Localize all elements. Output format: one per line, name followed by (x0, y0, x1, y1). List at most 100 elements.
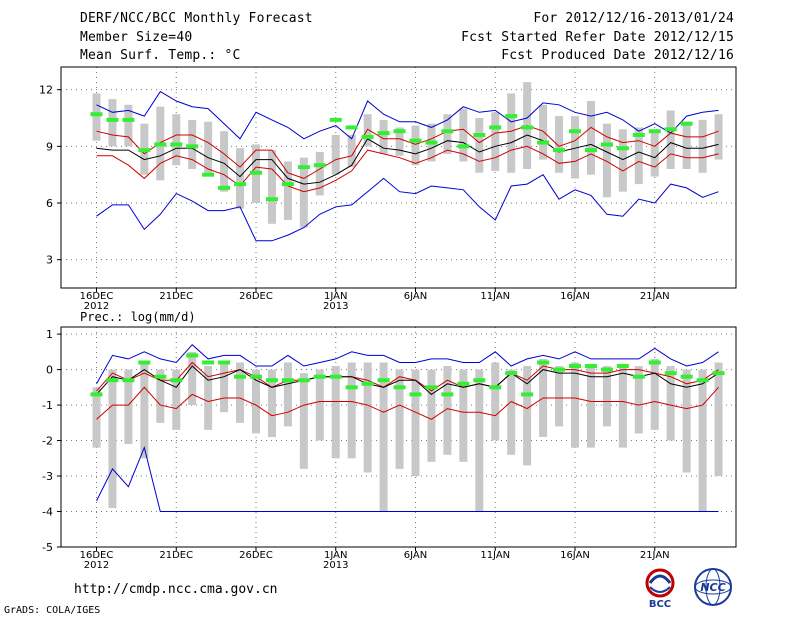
temp-xtick-label: 16JAN (560, 291, 590, 302)
prec-xtick-label: 16DEC (80, 550, 114, 561)
temp-observation-marker (409, 138, 422, 143)
prec-ytick-label: -3 (42, 470, 53, 483)
temp-observation-marker (600, 142, 613, 147)
prec-xtick-label: 1JAN (324, 550, 347, 561)
temp-spread-box (204, 121, 213, 173)
prec-observation-marker (441, 392, 454, 397)
temp-year-label: 2013 (323, 301, 348, 312)
prec-spread-box (634, 366, 643, 434)
temp-spread-box (507, 93, 516, 173)
chart-title: DERF/NCC/BCC Monthly Forecast (80, 11, 313, 26)
prec-observation-marker (250, 374, 262, 379)
prec-observation-marker (329, 374, 342, 379)
temp-spread-box (539, 104, 548, 160)
temp-observation-marker (664, 127, 677, 132)
prec-spread-box (586, 366, 595, 448)
temp-observation-marker (250, 170, 262, 175)
prec-observation-marker (664, 371, 677, 376)
prec-spread-box (602, 366, 611, 427)
prec-spread-box (507, 369, 516, 455)
prec-spread-box (459, 369, 468, 462)
prec-observation-marker (553, 367, 566, 372)
prec-spread-box (140, 362, 149, 459)
temp-plot-frame (60, 66, 737, 289)
prec-spread-box (108, 369, 117, 508)
temp-ytick-label: 6 (46, 197, 53, 210)
prec-spread-box (379, 362, 388, 512)
prec-observation-marker (106, 378, 119, 383)
prec-spread-box (331, 366, 340, 459)
prec-observation-marker (521, 392, 534, 397)
prec-spread-box (395, 369, 404, 469)
temp-observation-marker (441, 129, 454, 134)
bcc-logo: BCC (645, 568, 675, 610)
temp-xtick-label: 11JAN (480, 291, 510, 302)
temp-observation-marker (90, 112, 103, 117)
prec-observation-marker (218, 360, 231, 365)
ncc-logo-text: NCC (700, 581, 725, 594)
temp-observation-marker (521, 125, 534, 130)
temp-observation-marker (473, 133, 486, 137)
forecast-produced-date: Fcst Produced Date 2012/12/16 (501, 48, 734, 63)
temp-xtick-label: 21JAN (640, 291, 670, 302)
temp-observation-marker (170, 142, 183, 147)
prec-spread-box (666, 366, 675, 441)
temp-observation-marker (202, 172, 215, 177)
prec-spread-box (188, 351, 197, 406)
temp-observation-marker (537, 140, 550, 145)
precip-panel-title: Prec.: log(mm/d) (80, 310, 196, 324)
temp-spread-box (682, 121, 691, 169)
member-size: Member Size=40 (80, 30, 193, 45)
prec-spread-box (347, 362, 356, 459)
prec-ytick-label: -4 (42, 506, 53, 519)
prec-observation-marker (632, 374, 645, 379)
temp-observation-marker (281, 182, 294, 187)
temp-spread-box (395, 127, 404, 156)
temp-spread-box (220, 131, 229, 192)
prec-spread-box (267, 369, 276, 437)
temp-observation-marker (648, 129, 661, 134)
temp-observation-marker (106, 117, 119, 122)
temp-observation-marker (361, 134, 374, 139)
prec-xtick-label: 21JAN (640, 550, 670, 561)
prec-spread-box (252, 369, 260, 434)
temp-observation-marker (234, 182, 247, 187)
forecast-period: For 2012/12/16-2013/01/24 (533, 11, 734, 26)
prec-mean-std-line (96, 361, 719, 392)
temp-spread-box (363, 114, 372, 147)
prec-xtick-label: 26DEC (239, 550, 273, 561)
prec-observation-marker (712, 371, 725, 376)
prec-spread-box (491, 362, 500, 441)
temp-mean-std-line (96, 145, 719, 193)
prec-observation-marker (584, 364, 597, 369)
temp-ytick-label: 12 (39, 84, 53, 97)
temp-observation-marker (138, 148, 151, 153)
prec-spread-box (698, 369, 707, 512)
temp-year-label: 2012 (84, 301, 109, 312)
prec-xtick-label: 16JAN (560, 550, 590, 561)
prec-observation-marker (313, 374, 326, 379)
temp-spread-box (379, 119, 388, 154)
prec-spread-box (475, 369, 484, 512)
prec-year-label: 2013 (323, 560, 348, 571)
temp-spread-box (283, 161, 292, 220)
prec-spread-box (650, 358, 659, 430)
forecast-start-date: Fcst Started Refer Date 2012/12/15 (461, 30, 734, 45)
temp-observation-marker (584, 148, 597, 153)
prec-spread-box (443, 366, 452, 455)
prec-spread-box (363, 362, 372, 473)
prec-spread-box (236, 362, 245, 423)
temp-spread-box (411, 125, 420, 166)
temp-spread-box (698, 119, 707, 173)
prec-observation-marker (122, 378, 135, 383)
temp-observation-marker (632, 133, 645, 137)
prec-spread-box (315, 369, 324, 441)
prec-ytick-label: -2 (42, 435, 53, 448)
temp-spread-box (347, 135, 356, 168)
prec-observation-marker (680, 374, 693, 379)
source-url[interactable]: http://cmdp.ncc.cma.gov.cn (74, 582, 278, 597)
temp-observation-marker (505, 114, 518, 119)
prec-observation-marker (537, 360, 550, 365)
temp-spread-box (491, 112, 500, 171)
